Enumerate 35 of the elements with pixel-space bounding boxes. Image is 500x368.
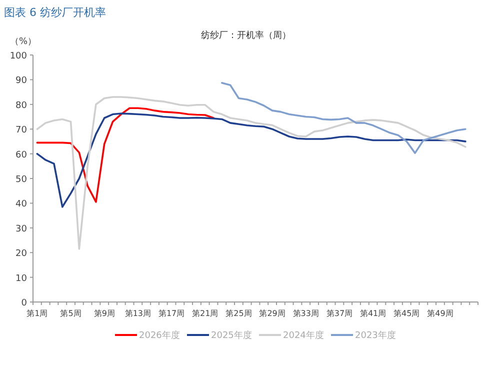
legend-label: 2024年度 bbox=[283, 330, 324, 341]
x-tick-label: 第29周 bbox=[259, 309, 286, 318]
x-tick-label: 第45周 bbox=[394, 309, 420, 318]
x-tick-label: 第33周 bbox=[292, 309, 319, 318]
x-tick-label: 第1周 bbox=[26, 309, 48, 318]
x-tick-label: 第9周 bbox=[94, 309, 115, 318]
y-tick-label: 50 bbox=[16, 175, 28, 185]
line-series bbox=[36, 96, 466, 250]
x-tick-label: 第49周 bbox=[427, 309, 454, 318]
chart-subtitle: 纺纱厂：开机率（周） bbox=[201, 30, 291, 41]
legend-label: 2023年度 bbox=[355, 330, 396, 341]
x-tick-label: 第5周 bbox=[60, 309, 82, 318]
x-tick-label: 第13周 bbox=[124, 309, 152, 318]
y-tick-label: 70 bbox=[16, 126, 28, 136]
y-tick-label: 90 bbox=[16, 76, 28, 86]
y-tick-label: 10 bbox=[16, 274, 28, 284]
y-tick-label: 40 bbox=[16, 200, 28, 210]
y-axis-title: （%） bbox=[10, 37, 37, 47]
y-tick-label: 0 bbox=[21, 298, 28, 308]
y-tick-label: 80 bbox=[16, 100, 28, 111]
chart-title: 图表 6 纺纱厂开机率 bbox=[4, 6, 106, 19]
y-tick-label: 20 bbox=[16, 249, 28, 260]
legend-label: 2025年度 bbox=[211, 330, 252, 341]
legend-label: 2026年度 bbox=[139, 330, 180, 341]
line-series bbox=[36, 107, 214, 203]
y-tick-label: 30 bbox=[16, 224, 28, 234]
x-tick-label: 第21周 bbox=[192, 309, 218, 318]
line-series bbox=[36, 112, 466, 208]
x-tick-label: 第17周 bbox=[158, 309, 185, 318]
x-tick-label: 第37周 bbox=[326, 309, 353, 318]
line-series bbox=[221, 82, 466, 154]
x-tick-label: 第41周 bbox=[360, 309, 386, 318]
y-tick-label: 60 bbox=[16, 150, 28, 160]
x-tick-label: 第25周 bbox=[226, 309, 252, 318]
y-tick-label: 100 bbox=[10, 52, 28, 62]
